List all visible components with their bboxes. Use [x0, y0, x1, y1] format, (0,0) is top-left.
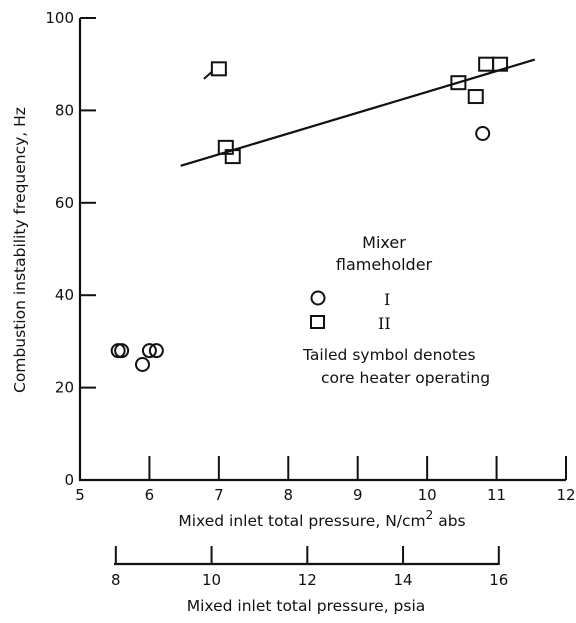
legend-entry-1-label: I [384, 290, 390, 309]
secondary-tick-label: 8 [111, 571, 121, 589]
secondary-ticks: 8 10 12 14 16 [111, 546, 508, 589]
y-tick-label: 20 [55, 379, 74, 397]
data-point-circle [114, 343, 130, 359]
data-point-square [210, 61, 227, 77]
fit-line-group [180, 58, 536, 167]
data-point-square [492, 56, 509, 72]
legend-title-line2: flameholder [336, 255, 433, 274]
data-point-circle [141, 343, 157, 359]
y-tick-label: 80 [55, 101, 74, 119]
data-point-circle [134, 357, 150, 372]
x-tick-label: 7 [214, 486, 224, 504]
x-tick-label: 8 [284, 486, 294, 504]
y-tick-label: 60 [55, 194, 74, 212]
plot-frame [78, 18, 566, 482]
secondary-tick-label: 12 [298, 571, 317, 589]
legend-circle-icon [310, 290, 326, 306]
y-tick-label: 100 [45, 9, 74, 27]
x-tick-label: 9 [353, 486, 363, 504]
y-axis-label: Combustion instability frequency, Hz [11, 107, 29, 393]
data-point-square [224, 149, 241, 165]
data-points [110, 56, 509, 372]
legend-square-icon [310, 315, 325, 329]
x-tick-label: 10 [418, 486, 437, 504]
x-tick-label: 5 [75, 486, 85, 504]
x-tick-label: 6 [145, 486, 155, 504]
legend-title-line1: Mixer [362, 233, 406, 252]
data-point-circle [475, 126, 491, 141]
secondary-tick-label: 14 [394, 571, 413, 589]
legend: Mixer flameholder I II Tailed symbol den… [302, 233, 490, 387]
y-tick-label: 40 [55, 286, 74, 304]
x-ticks: 5 6 7 8 9 10 11 12 [75, 456, 576, 504]
x-axis-label: Mixed inlet total pressure, N/cm2 abs [178, 508, 465, 530]
secondary-tick-label: 10 [202, 571, 221, 589]
x-tick-label: 12 [556, 486, 575, 504]
legend-note-line1: Tailed symbol denotes [302, 346, 476, 364]
data-point-circle [148, 343, 164, 359]
point-tail [203, 71, 213, 80]
secondary-tick-label: 16 [489, 571, 508, 589]
legend-note-line2: core heater operating [321, 369, 490, 387]
secondary-axis: 8 10 12 14 16 Mixed inlet total pressure, ps… [111, 546, 508, 615]
data-point-square [478, 56, 495, 72]
y-ticks: 0 20 40 60 80 100 [45, 9, 96, 489]
x-tick-label: 11 [487, 486, 506, 504]
data-point-square [450, 75, 467, 91]
y-tick-label: 0 [64, 471, 74, 489]
x-axis-label-suffix: abs [433, 512, 465, 530]
fit-line [180, 58, 536, 167]
secondary-axis-label: Mixed inlet total pressure, psia [187, 597, 426, 615]
x-axis-label-superscript: 2 [426, 508, 434, 522]
legend-entry-2-label: II [378, 314, 391, 333]
data-point-square [467, 89, 484, 105]
